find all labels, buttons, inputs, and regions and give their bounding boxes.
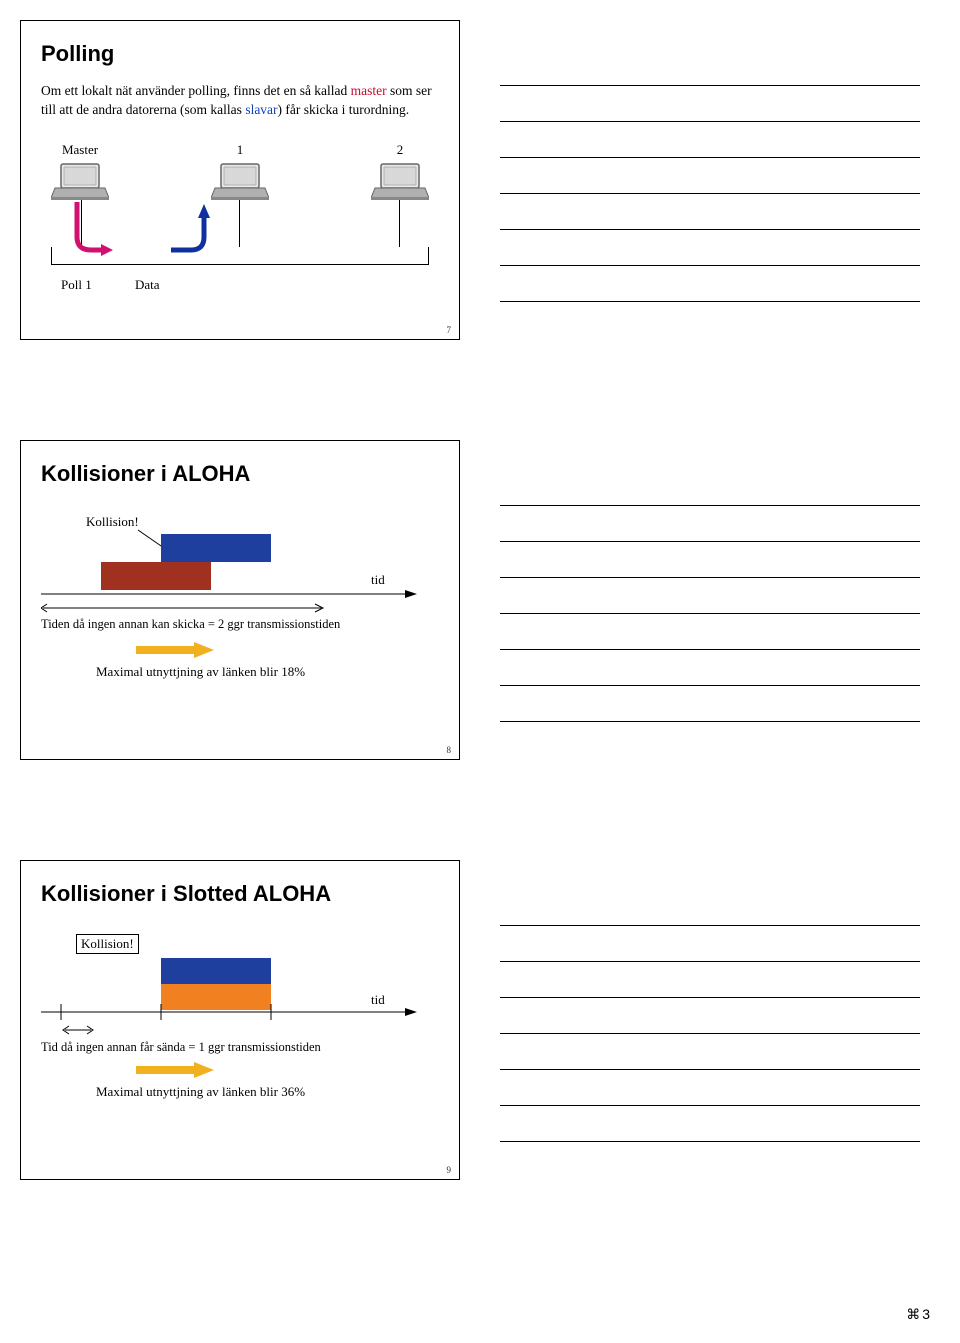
- note-line: [500, 686, 920, 722]
- slide-pagenum: 7: [447, 325, 452, 335]
- label-2: 2: [371, 142, 429, 158]
- block-blue: [161, 534, 271, 562]
- poll-data-labels: Poll 1 Data: [61, 277, 160, 293]
- text: Om ett lokalt nät använder polling, finn…: [41, 83, 351, 98]
- note-line: [500, 578, 920, 614]
- yellow-arrow-icon: [136, 1062, 216, 1078]
- note-line: [500, 158, 920, 194]
- slide7-title: Polling: [41, 41, 439, 67]
- note-line: [500, 1106, 920, 1142]
- text: ) får skicka i turordning.: [278, 102, 410, 117]
- note-line: [500, 1070, 920, 1106]
- note-line: [500, 650, 920, 686]
- notes-8: [500, 440, 920, 760]
- laptop-icon: [51, 162, 109, 200]
- laptop-icon: [211, 162, 269, 200]
- note-line: [500, 266, 920, 302]
- note-line: [500, 506, 920, 542]
- text-bottom2: Maximal utnyttjning av länken blir 18%: [96, 664, 305, 680]
- note-line: [500, 194, 920, 230]
- note-line: [500, 1034, 920, 1070]
- note-line: [500, 614, 920, 650]
- note-line: [500, 998, 920, 1034]
- notes-7: [500, 20, 920, 340]
- row-slide-7: Polling Om ett lokalt nät använder polli…: [20, 20, 940, 340]
- footer-page-number: 3: [906, 1306, 930, 1323]
- slide9-title: Kollisioner i Slotted ALOHA: [41, 881, 439, 907]
- laptop-master: Master: [51, 142, 109, 205]
- text-bottom1: Tiden då ingen annan kan skicka = 2 ggr …: [41, 617, 340, 632]
- note-line: [500, 50, 920, 86]
- slide-pagenum: 9: [447, 1165, 452, 1175]
- label-data: Data: [135, 277, 160, 292]
- note-line: [500, 470, 920, 506]
- slotted-aloha-diagram: Kollision! tid Tid då ingen annan får sä…: [41, 942, 439, 1112]
- polling-diagram: Master 1: [41, 142, 439, 292]
- slide-aloha: Kollisioner i ALOHA Kollision! tid: [20, 440, 460, 760]
- label-tid: tid: [371, 572, 385, 588]
- bracket: [41, 602, 341, 616]
- slide8-title: Kollisioner i ALOHA: [41, 461, 439, 487]
- aloha-diagram: Kollision! tid Tiden då ingen annan kan …: [41, 522, 439, 692]
- label-master: Master: [51, 142, 109, 158]
- text-bottom1: Tid då ingen annan får sända = 1 ggr tra…: [41, 1040, 321, 1055]
- slide-slotted-aloha: Kollisioner i Slotted ALOHA Kollision! t…: [20, 860, 460, 1180]
- text-master: master: [351, 83, 387, 98]
- laptop-icon: [371, 162, 429, 200]
- laptop-1: 1: [211, 142, 269, 205]
- block-blue: [161, 958, 271, 984]
- slide7-body: Om ett lokalt nät använder polling, finn…: [41, 82, 439, 120]
- label-tid: tid: [371, 992, 385, 1008]
- block-red: [101, 562, 211, 590]
- note-line: [500, 86, 920, 122]
- data-arrow-blue: [166, 202, 216, 262]
- label-kollision: Kollision!: [76, 934, 139, 954]
- note-line: [500, 890, 920, 926]
- poll-arrow-red: [69, 202, 119, 262]
- row-slide-9: Kollisioner i Slotted ALOHA Kollision! t…: [20, 860, 940, 1180]
- note-line: [500, 122, 920, 158]
- note-line: [500, 962, 920, 998]
- time-axis: [41, 1002, 421, 1022]
- yellow-arrow-icon: [136, 642, 216, 658]
- row-slide-8: Kollisioner i ALOHA Kollision! tid: [20, 440, 940, 760]
- notes-9: [500, 860, 920, 1180]
- note-line: [500, 542, 920, 578]
- label-1: 1: [211, 142, 269, 158]
- text-slavar: slavar: [245, 102, 277, 117]
- bracket: [61, 1024, 111, 1038]
- label-poll1: Poll 1: [61, 277, 92, 292]
- laptop-2: 2: [371, 142, 429, 205]
- slide-polling: Polling Om ett lokalt nät använder polli…: [20, 20, 460, 340]
- text-bottom2: Maximal utnyttjning av länken blir 36%: [96, 1084, 305, 1100]
- slide-pagenum: 8: [447, 745, 452, 755]
- note-line: [500, 926, 920, 962]
- label-kollision: Kollision!: [86, 514, 139, 530]
- note-line: [500, 230, 920, 266]
